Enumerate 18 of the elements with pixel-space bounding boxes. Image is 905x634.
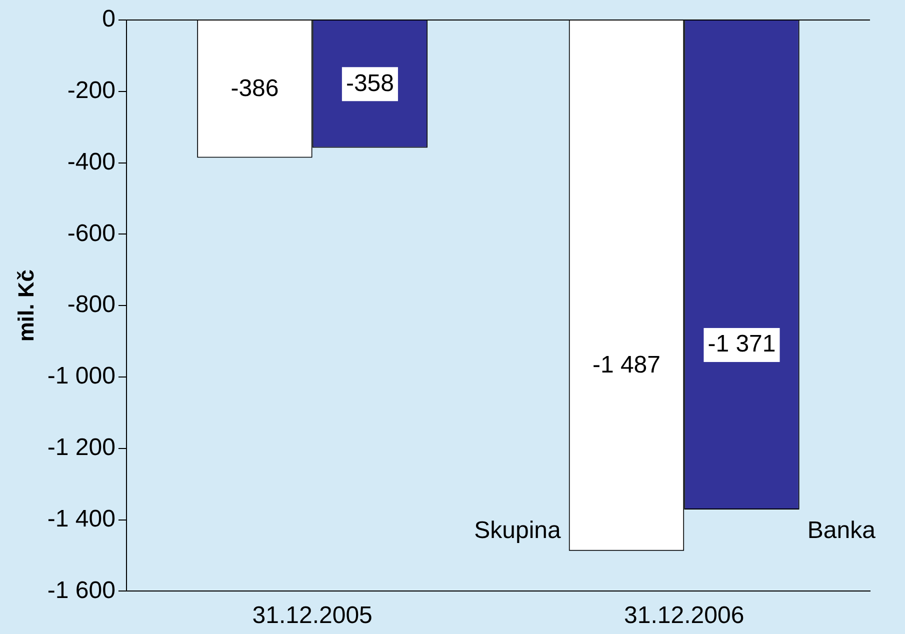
- y-tick-label: -400: [67, 148, 116, 176]
- y-tick-label: -1 400: [47, 505, 116, 532]
- x-tick-label: 31.12.2005: [252, 602, 372, 630]
- y-tick-label: -1 000: [47, 362, 116, 390]
- y-axis-title: mil. Kč: [13, 270, 38, 342]
- data-label: -358: [346, 70, 394, 97]
- series-label: Skupina: [474, 516, 562, 544]
- data-label: -1 487: [592, 351, 661, 378]
- series-label: Banka: [807, 516, 876, 544]
- x-tick-label: 31.12.2006: [624, 602, 744, 630]
- data-label: -1 371: [708, 330, 776, 358]
- data-label: -386: [230, 74, 279, 102]
- y-tick-label: -800: [67, 291, 116, 318]
- y-tick-label: 0: [102, 6, 116, 33]
- y-tick-label: -1 200: [47, 434, 116, 462]
- y-tick-label: -1 600: [47, 576, 116, 604]
- y-tick-label: -600: [67, 220, 116, 247]
- y-tick-label: -200: [67, 77, 116, 104]
